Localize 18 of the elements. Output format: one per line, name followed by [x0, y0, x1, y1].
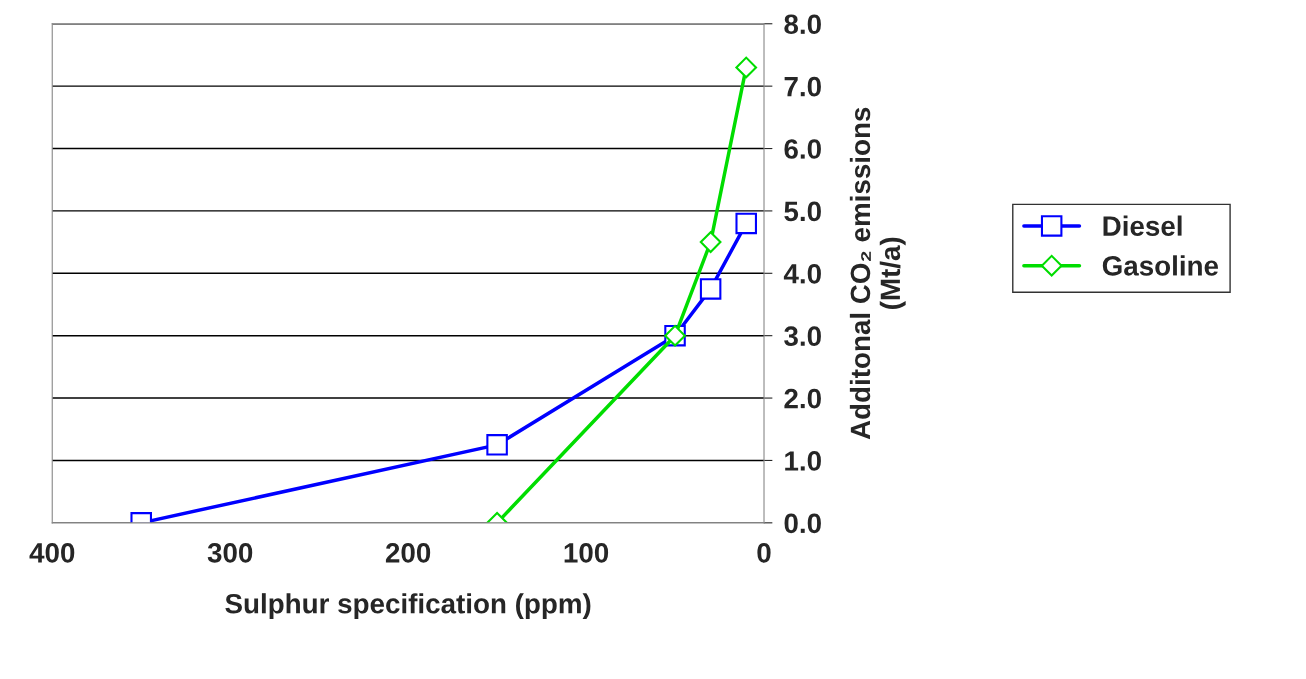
- y-tick-label: 3.0: [784, 326, 821, 347]
- y-axis-title: Additonal CO₂ emissions (Mt/a): [849, 107, 906, 440]
- legend-label: Gasoline: [1102, 255, 1219, 276]
- y-tick-label: 2.0: [784, 388, 821, 409]
- x-tick-label: 300: [207, 543, 253, 563]
- y-tick-label: 6.0: [784, 139, 821, 159]
- x-tick-label: 400: [29, 543, 75, 563]
- x-tick-label: 100: [564, 543, 609, 563]
- x-tick-label: 200: [385, 543, 431, 563]
- y-tick-label: 0.0: [784, 513, 821, 534]
- y-tick-label: 8.0: [784, 14, 821, 35]
- x-axis-title: Sulphur specification (ppm): [225, 593, 591, 620]
- y-tick-label: 5.0: [784, 201, 821, 222]
- legend-label: Diesel: [1103, 215, 1182, 236]
- y-tick-label: 7.0: [784, 76, 821, 97]
- y-tick-label: 4.0: [783, 263, 821, 284]
- y-tick-label: 1.0: [785, 451, 821, 471]
- x-tick-label: 0: [757, 543, 771, 563]
